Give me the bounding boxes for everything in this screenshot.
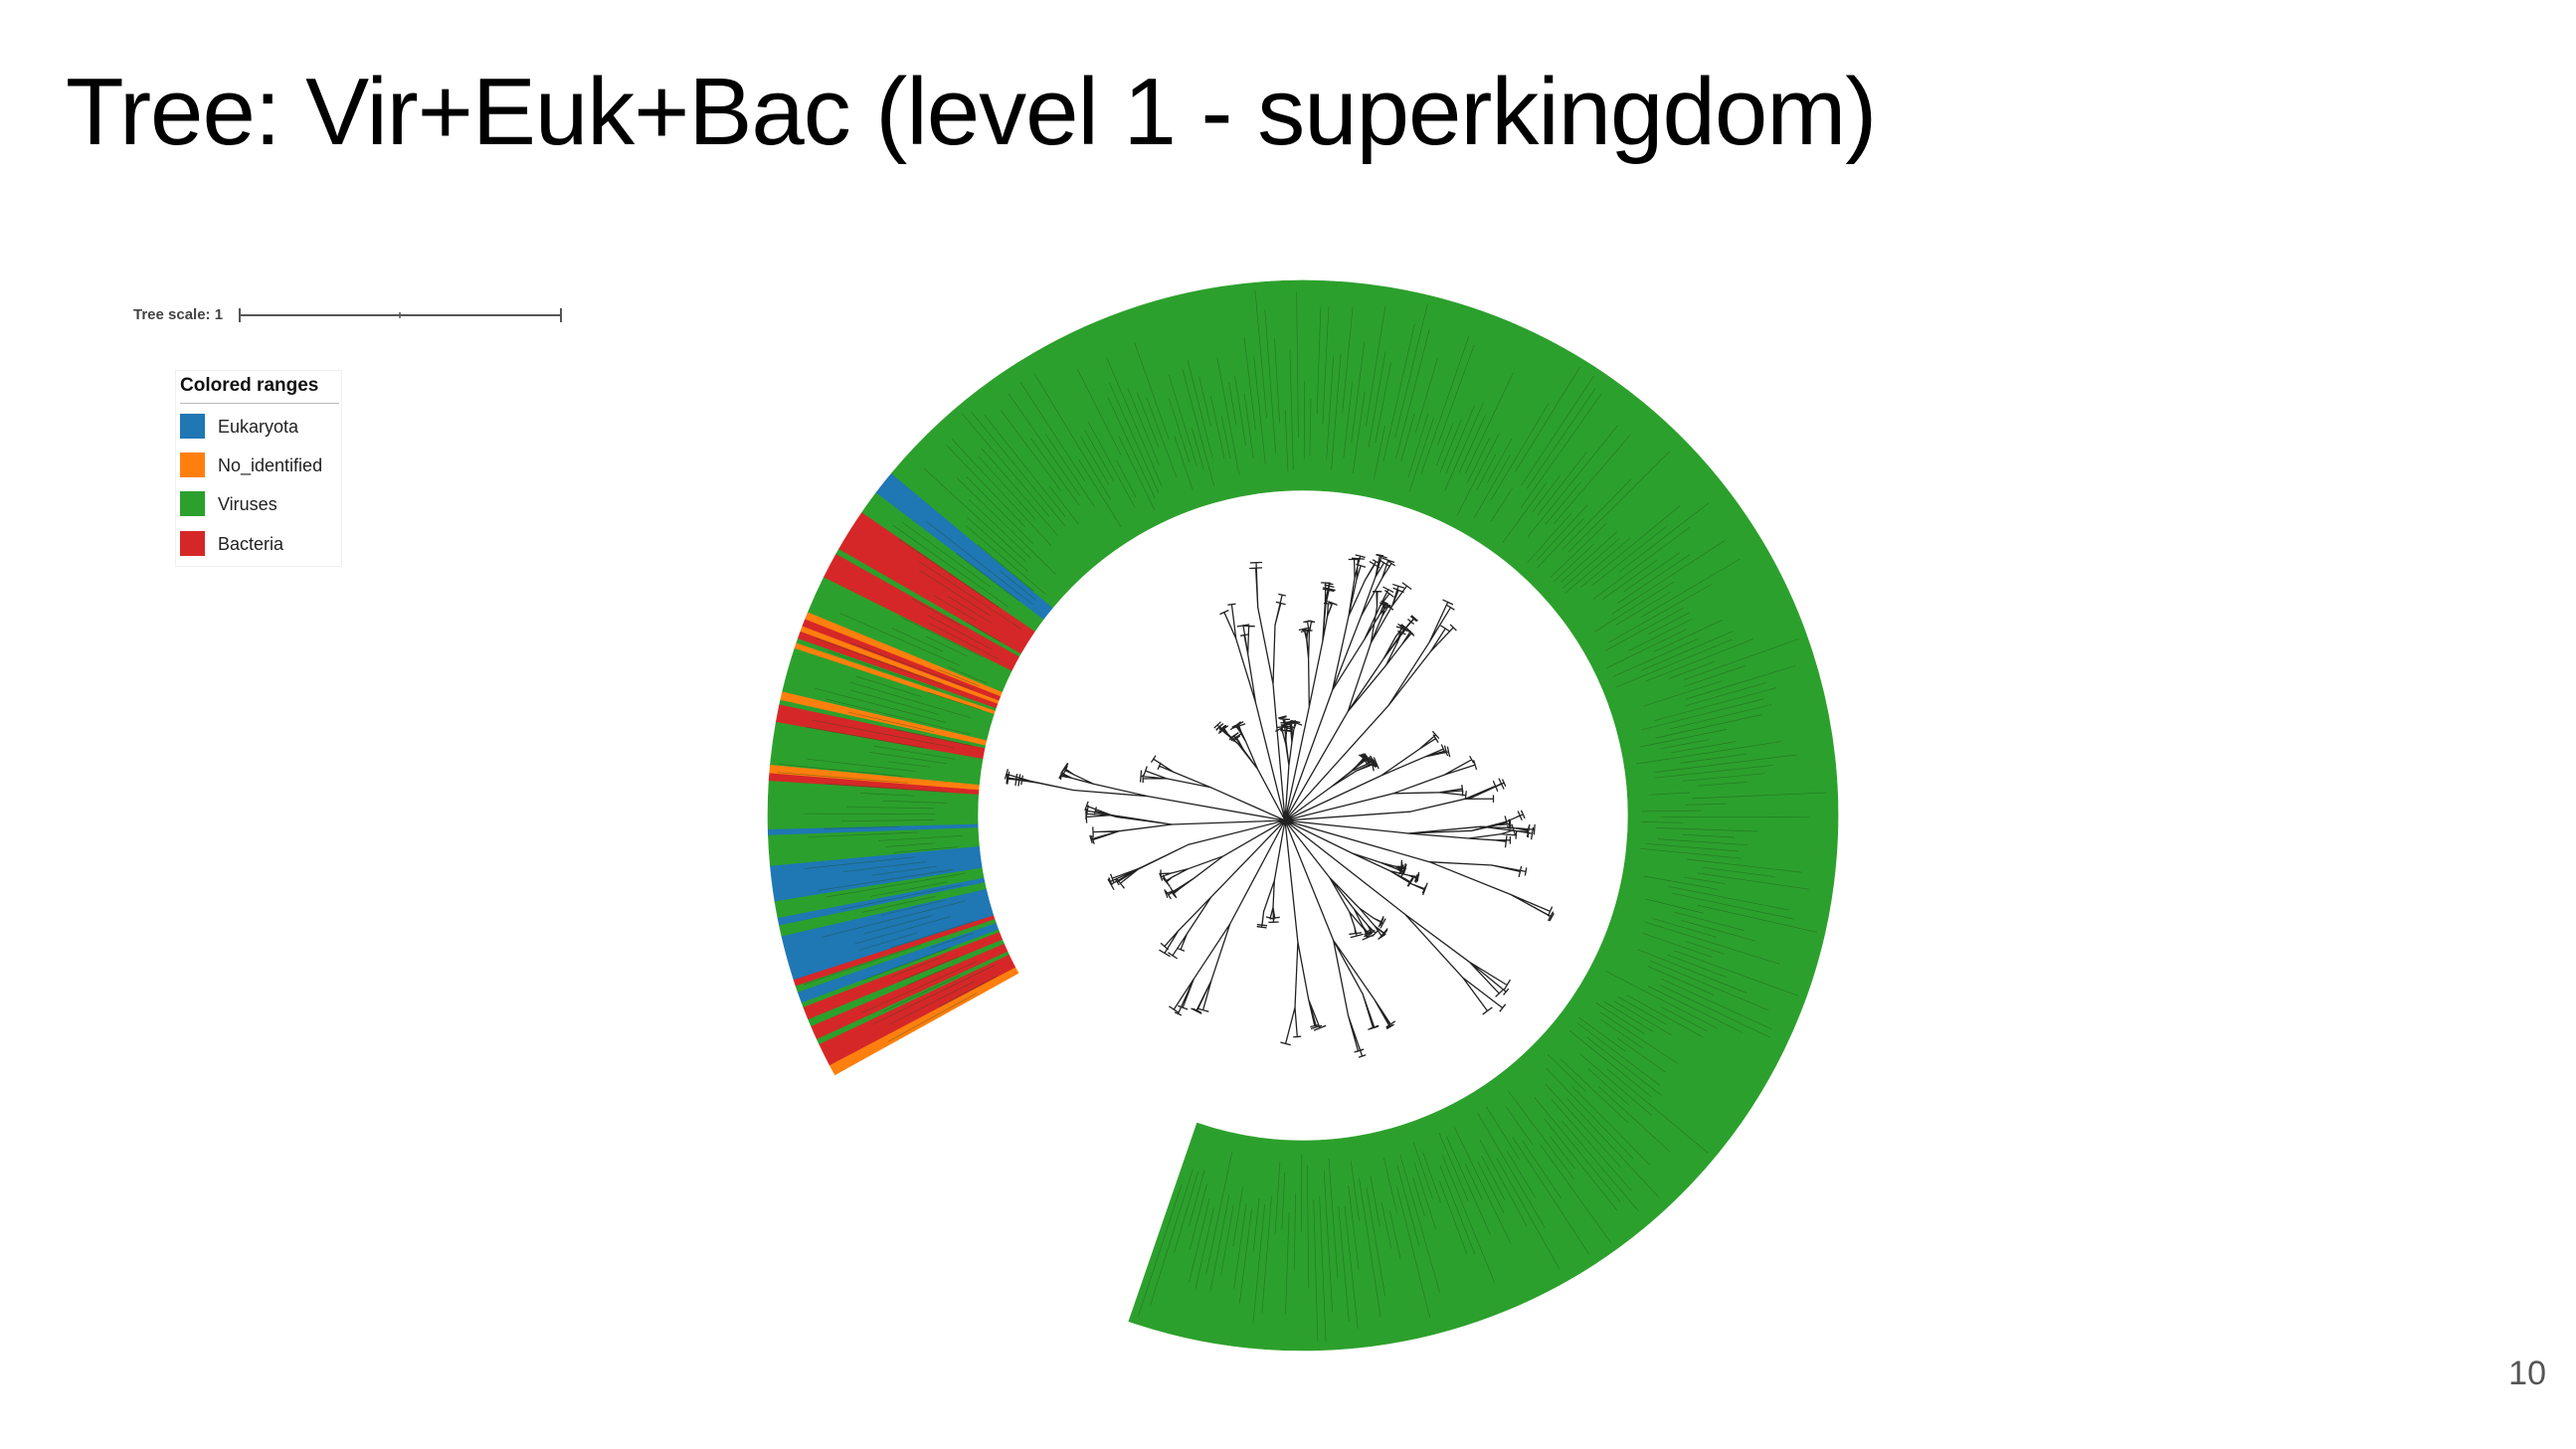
tree-scale: Tree scale: 1 — [133, 298, 601, 338]
page-number: 10 — [2508, 1355, 2546, 1392]
legend-label-no-identified: No_identified — [218, 455, 323, 475]
legend-swatch-viruses — [180, 491, 205, 516]
tree-scale-bar — [239, 308, 562, 322]
slide-title: Tree: Vir+Euk+Bac (level 1 - superkingdo… — [66, 59, 1877, 165]
colored-range-ring — [767, 279, 1839, 1352]
range-viruses-37 — [890, 279, 1839, 1352]
legend-item-bacteria: Bacteria — [180, 530, 399, 556]
legend-item-eukaryota: Eukaryota — [180, 413, 399, 439]
legend-label-bacteria: Bacteria — [218, 534, 284, 554]
branch-lines — [1004, 553, 1555, 1058]
legend-item-viruses: Viruses — [180, 490, 399, 516]
legend-title: Colored ranges — [180, 375, 319, 396]
legend-divider — [180, 403, 339, 404]
tree-scale-label: Tree scale: 1 — [133, 306, 224, 323]
leaf-label-lines — [777, 290, 1827, 1343]
legend-swatch-bacteria — [180, 531, 205, 556]
legend-label-eukaryota: Eukaryota — [218, 417, 299, 437]
legend-item-no-identified: No_identified — [180, 452, 399, 477]
legend-label-viruses: Viruses — [218, 494, 277, 514]
tree-branches — [1004, 553, 1555, 1058]
legend-swatch-no-identified — [180, 453, 205, 477]
leaf-label-ticks — [777, 290, 1827, 1343]
circular-phylogenetic-tree — [767, 279, 1839, 1352]
colored-ranges-legend: Colored ranges Eukaryota No_identified V… — [175, 370, 342, 567]
legend-swatch-eukaryota — [180, 414, 205, 439]
